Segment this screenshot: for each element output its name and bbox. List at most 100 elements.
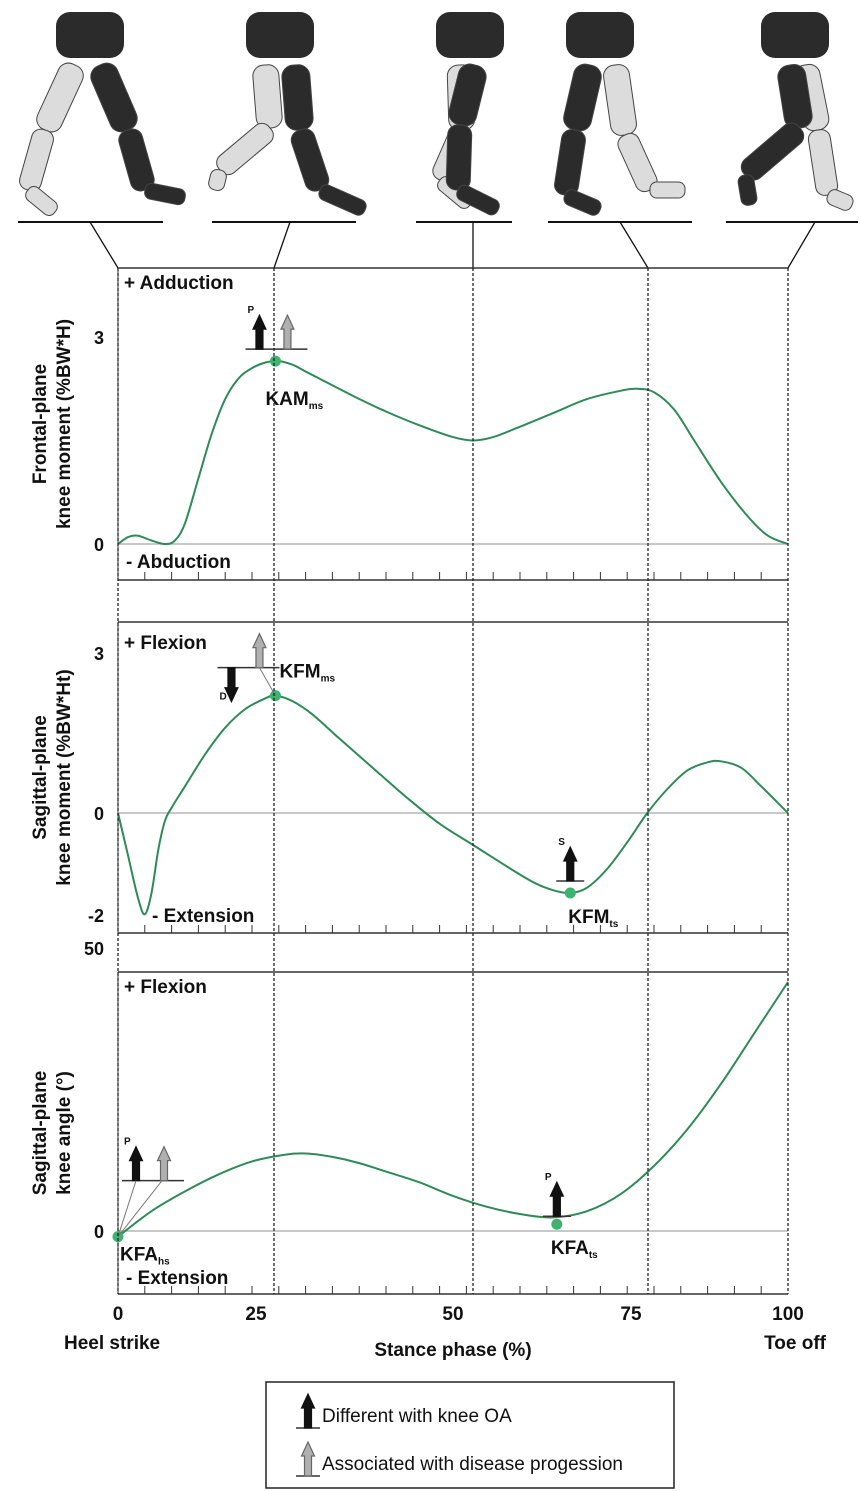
- panel-1: 3 0 + Adduction - Abduction Frontal-plane kne…: [30, 267, 789, 581]
- series-line: [117, 360, 789, 546]
- y-tick-label: 0: [94, 1222, 104, 1242]
- x-tick-label: 100: [772, 1304, 804, 1325]
- marker-label: KFMms: [279, 662, 335, 685]
- dark-thigh-shape: [281, 64, 314, 131]
- black-arrow-up: [562, 845, 578, 882]
- legend-label: Different with knee OA: [322, 1406, 512, 1427]
- y-tick-label: 0: [94, 804, 104, 824]
- marker-label: KAMms: [265, 389, 323, 412]
- dark-thigh-shape: [563, 63, 602, 132]
- panel-2: 3 0 -2 + Flexion - Extension Sagittal-plane kn…: [30, 621, 789, 934]
- negative-direction-label: - Extension: [126, 1268, 228, 1289]
- series-line: [117, 694, 789, 916]
- marker-label: KFMts: [568, 907, 618, 930]
- phase-connector: [619, 221, 649, 269]
- x-end-label: Toe off: [764, 1333, 827, 1354]
- y-tick-label: 50: [84, 939, 104, 959]
- arrow-tag: P: [124, 1137, 131, 1148]
- negative-direction-label: - Extension: [152, 906, 254, 927]
- gait-figure-4: [548, 12, 692, 269]
- positive-direction-label: + Adduction: [124, 273, 234, 294]
- pelvis-shape: [566, 12, 634, 58]
- dark-foot-shape: [737, 174, 758, 206]
- panel-3: 50 0 + Flexion - Extension Sagittal-plane kne…: [30, 939, 804, 1325]
- gray-arrow-up: [252, 632, 267, 669]
- legend-gray-arrow: [300, 1440, 316, 1477]
- x-axis: Heel strike Stance phase (%) Toe off: [64, 1333, 827, 1361]
- black-arrow-down: [224, 667, 239, 704]
- gait-figure-2: [208, 12, 367, 269]
- phase-connector: [89, 221, 119, 269]
- light-shank-shape: [216, 122, 274, 176]
- legend: Different with knee OA Associated with di…: [265, 1381, 675, 1489]
- marker-kam-ms: KAMms P: [245, 305, 324, 412]
- y-axis-title-line2: knee moment (%BW*H): [54, 319, 75, 529]
- dark-shank-shape: [290, 128, 330, 192]
- y-tick-label: -2: [88, 906, 104, 926]
- marker-kfa-ts: KFAts P: [542, 1172, 598, 1261]
- y-axis-title-line1: Sagittal-plane: [30, 1071, 51, 1196]
- data-point: [269, 355, 281, 367]
- phase-connector: [787, 221, 816, 269]
- light-foot-shape: [649, 181, 686, 199]
- marker-kfm-ts: KFMts S: [556, 837, 619, 930]
- legend-black-arrow: [300, 1392, 316, 1429]
- gait-figure-3: [416, 12, 512, 268]
- x-tick-label: 75: [620, 1304, 642, 1325]
- data-point: [564, 887, 576, 899]
- phase-connector: [273, 221, 291, 269]
- x-tick-label: 25: [245, 1304, 267, 1325]
- black-arrow-up: [128, 1145, 144, 1182]
- legend-box: [265, 1381, 675, 1489]
- light-thigh-shape: [603, 64, 637, 136]
- gait-illustrations: [18, 12, 858, 269]
- x-tick-label: 50: [442, 1304, 463, 1325]
- dark-shank-shape: [554, 129, 586, 196]
- y-tick-label: 3: [94, 328, 104, 348]
- dark-foot-shape: [563, 189, 602, 216]
- light-foot-shape: [208, 168, 227, 192]
- light-foot-shape: [25, 186, 58, 216]
- pelvis-shape: [761, 12, 829, 58]
- marker-label: KFAts: [551, 1238, 598, 1261]
- marker-kfm-ms: KFMms D: [217, 632, 335, 704]
- light-shank-shape: [807, 129, 839, 196]
- positive-direction-label: + Flexion: [124, 977, 207, 998]
- black-arrow-up: [549, 1180, 565, 1217]
- y-axis-title-line1: Frontal-plane: [30, 364, 51, 484]
- marker-kfa-hs: KFAhs P: [112, 1137, 184, 1268]
- gait-figure-1: [18, 12, 186, 269]
- pelvis-shape: [246, 12, 314, 58]
- dark-foot-shape: [456, 184, 500, 216]
- marker-label: KFAhs: [120, 1245, 170, 1268]
- y-tick-label: 3: [94, 644, 104, 664]
- pelvis-shape: [436, 12, 504, 58]
- light-thigh-shape: [36, 62, 84, 133]
- phase-lines: [117, 268, 789, 1294]
- series-line: [117, 981, 789, 1238]
- light-foot-shape: [826, 189, 854, 211]
- pelvis-shape: [56, 12, 124, 58]
- legend-item-1: Different with knee OA: [296, 1392, 512, 1429]
- light-shank-shape: [19, 128, 54, 192]
- negative-direction-label: - Abduction: [126, 552, 231, 573]
- arrow-tag: P: [545, 1172, 552, 1183]
- legend-label: Associated with disease progession: [322, 1454, 623, 1475]
- arrow-tag: P: [247, 305, 254, 316]
- y-tick-label: 0: [94, 535, 104, 555]
- gray-arrow-up: [156, 1145, 172, 1182]
- dark-thigh-shape: [90, 62, 138, 133]
- y-axis-title-line2: knee angle (°): [54, 1071, 75, 1195]
- arrow-tag: D: [219, 692, 226, 703]
- x-start-label: Heel strike: [64, 1333, 160, 1354]
- y-axis-title-line1: Sagittal-plane: [30, 715, 51, 840]
- y-axis-title-line2: knee moment (%BW*Ht): [54, 669, 75, 885]
- gait-figure-5: [726, 12, 858, 269]
- data-point: [551, 1218, 563, 1230]
- gray-arrow-up: [280, 313, 295, 350]
- x-axis-title: Stance phase (%): [374, 1340, 531, 1361]
- x-tick-label: 0: [113, 1304, 124, 1325]
- arrow-tag: S: [558, 837, 565, 848]
- dark-shank-shape: [445, 124, 473, 191]
